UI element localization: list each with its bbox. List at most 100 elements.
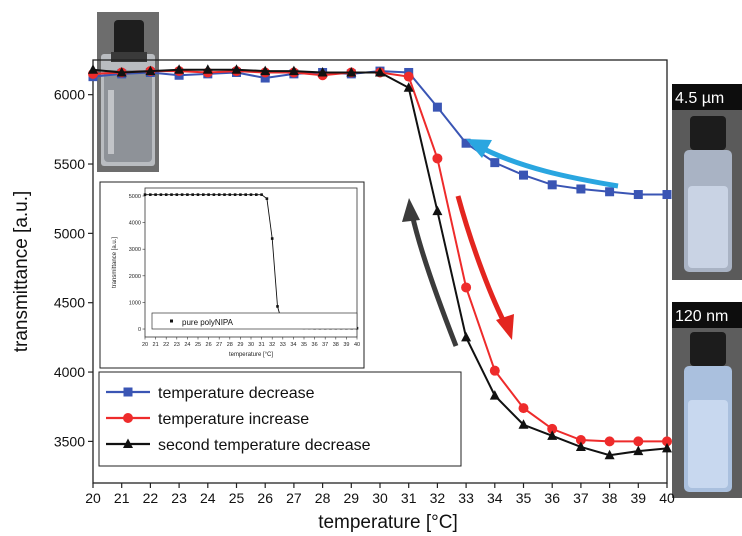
y-tick-label: 3500 [54, 433, 85, 449]
data-point [432, 153, 443, 164]
x-tick-label: 29 [344, 490, 360, 506]
inset-data-point [217, 193, 221, 196]
vial-photo-clear [97, 12, 159, 172]
x-tick-label: 21 [114, 490, 130, 506]
inset-plot-area: 20 21 22 23 24 25 26 27 28 29 30 31 32 33 34 35 36 37 38 39… [112, 187, 360, 358]
data-point [575, 441, 586, 451]
inset-x-tick-label: 27 [216, 342, 222, 348]
photo-label-4-5um: 4.5 µm [675, 90, 724, 107]
inset-y-tick-label: 5000 [129, 194, 141, 200]
data-point [375, 66, 385, 77]
y-tick-label: 4000 [54, 364, 85, 380]
inset-data-point [265, 197, 269, 200]
cyan-arrow-head [466, 139, 492, 158]
data-point [231, 64, 242, 74]
inset-data-point [239, 193, 242, 196]
x-tick-label: 35 [516, 490, 532, 506]
photo-label-120nm: 120 nm [675, 308, 728, 325]
inset-x-tick-label: 35 [301, 342, 307, 348]
legend-marker [123, 387, 133, 397]
inset-x-tick-label: 33 [280, 342, 286, 348]
data-point [489, 390, 500, 400]
legend: temperature decrease temperature increase… [98, 371, 462, 467]
inset-x-tick-label: 37 [322, 342, 328, 348]
x-tick-label: 20 [85, 490, 101, 506]
inset-data-point [154, 193, 157, 196]
inset-x-tick-label: 40 [354, 342, 360, 348]
inset-x-tick-label: 29 [237, 342, 243, 348]
y-tick-label: 4500 [54, 295, 85, 311]
data-point [260, 73, 270, 83]
inset-x-axis-title: temperature [°C] [229, 352, 273, 358]
inset-data-point [244, 193, 247, 196]
x-tick-label: 36 [544, 490, 560, 506]
legend-marker [123, 438, 133, 448]
data-point [174, 64, 185, 74]
main-plot: 20 21 22 23 24 25 26 27 28 29 30 31 32 33 34 35 36 37 38 39… [11, 59, 675, 533]
x-tick-label: 23 [171, 490, 187, 506]
inset-x-tick-label: 21 [153, 342, 159, 348]
data-point [633, 436, 644, 447]
inset-x-tick-label: 25 [195, 342, 201, 348]
data-point [547, 423, 558, 434]
x-tick-label: 40 [659, 490, 675, 506]
inset-x-tick-label: 34 [290, 342, 296, 348]
x-tick-label: 33 [458, 490, 474, 506]
inset-x-tick-label: 24 [184, 342, 190, 348]
y-axis-title: transmittance [a.u.] [11, 191, 32, 353]
data-point [202, 64, 213, 74]
series-triangle [88, 64, 672, 460]
inset-data-point [159, 193, 163, 196]
x-tick-label: 34 [487, 490, 503, 506]
dark-arrow-head [402, 198, 420, 222]
vial-photo-4-5um: 4.5 µm [672, 84, 742, 280]
data-point [518, 403, 529, 414]
x-tick-label: 30 [372, 490, 388, 506]
inset-y-tick-label: 1000 [129, 300, 141, 306]
data-point [116, 66, 127, 77]
vial-photo-120nm: 120 nm [672, 302, 742, 498]
data-point [662, 442, 672, 453]
inset-data-point [202, 193, 205, 196]
data-point [518, 419, 529, 429]
y-tick-label: 5000 [54, 225, 85, 241]
inset-plot: 20 21 22 23 24 25 26 27 28 29 30 31 32 33 34 35 36 37 38 39… [99, 181, 365, 369]
data-point [604, 449, 615, 460]
x-tick-label: 38 [602, 490, 618, 506]
x-tick-label: 32 [430, 490, 446, 506]
data-point [461, 138, 471, 148]
inset-data-point [196, 193, 200, 196]
x-tick-label: 24 [200, 490, 216, 506]
x-tick-label: 28 [315, 490, 331, 506]
data-point [605, 187, 615, 197]
inset-data-point [212, 193, 216, 196]
red-arrow [455, 195, 507, 324]
data-point [662, 436, 672, 447]
inset-data-point [191, 193, 194, 196]
inset-data-point [270, 237, 274, 240]
inset-data-point [233, 193, 237, 196]
legend-label: temperature decrease [158, 385, 315, 402]
data-point [662, 190, 672, 200]
inset-x-tick-label: 22 [163, 342, 169, 348]
inset-y-tick-label: 0 [138, 327, 141, 333]
data-point [461, 282, 472, 293]
inset-data-point [207, 193, 210, 196]
data-point [519, 170, 528, 180]
data-point [88, 64, 98, 74]
inset-x-tick-label: 31 [259, 342, 265, 348]
red-arrow-head [496, 314, 514, 340]
data-point [260, 65, 271, 76]
inset-data-point [164, 193, 168, 196]
inset-data-point [180, 193, 184, 196]
inset-data-point [249, 193, 253, 196]
data-point [403, 71, 414, 82]
x-tick-label: 27 [286, 490, 302, 506]
inset-legend-marker [170, 319, 173, 323]
inset-data-point [276, 305, 279, 308]
inset-x-tick-label: 32 [269, 342, 275, 348]
inset-data-point [223, 193, 226, 196]
dark-arrow [409, 213, 459, 347]
legend-label: second temperature decrease [158, 437, 371, 454]
inset-x-tick-label: 20 [142, 342, 148, 348]
